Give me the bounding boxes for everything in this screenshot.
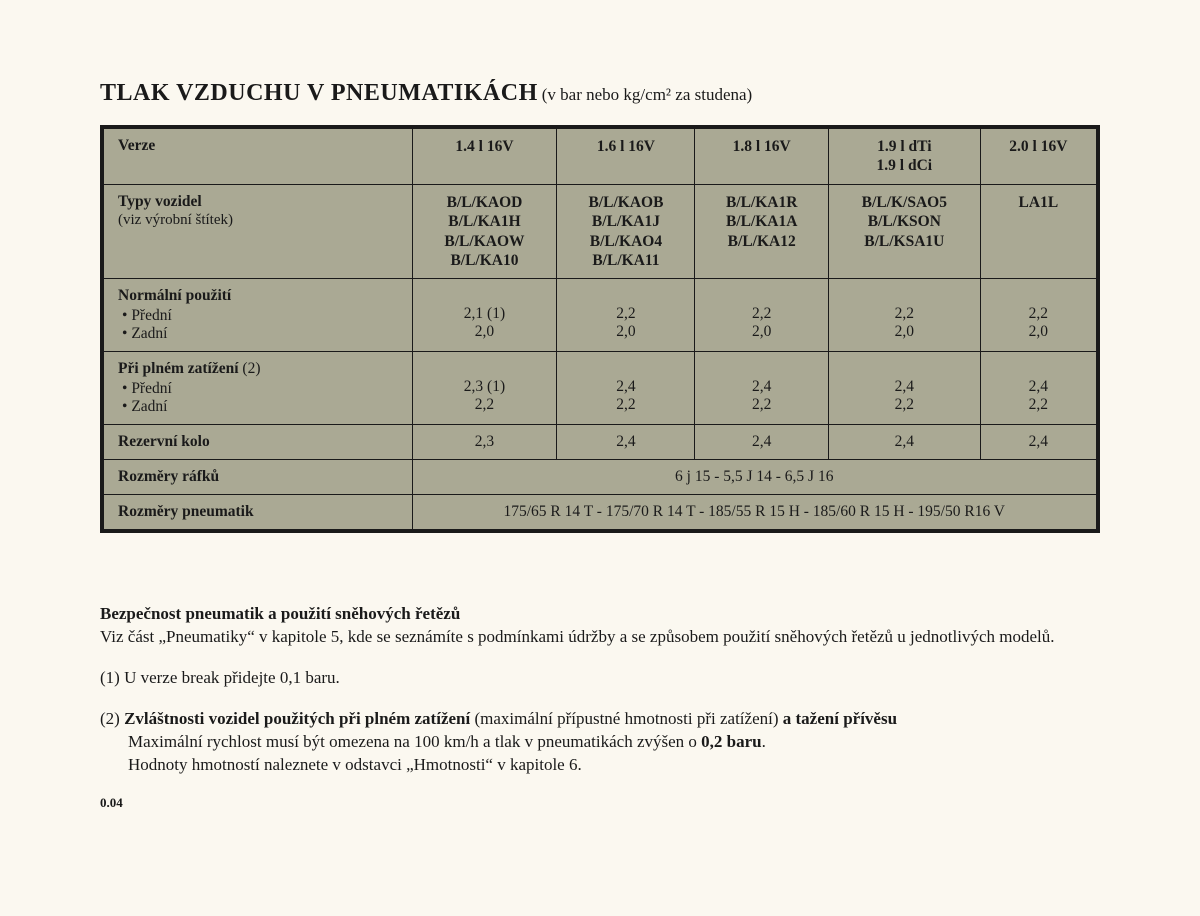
page-number: 0.04 [100, 795, 1100, 811]
header-col: 1.8 l 16V [695, 127, 828, 184]
normal-use-label: Normální použití [118, 287, 231, 304]
note2-line2a: Maximální rychlost musí být omezena na 1… [128, 732, 701, 751]
footnote-2: (2) Zvláštnosti vozidel použitých při pl… [100, 708, 1100, 777]
tyres-value: 175/65 R 14 T - 175/70 R 14 T - 185/55 R… [412, 495, 1098, 532]
val: 2,1 (1) [464, 305, 505, 322]
val: 2,0 [1029, 323, 1048, 340]
full-rear-label: Zadní [122, 398, 398, 416]
val: 2,2 [616, 305, 635, 322]
note2-bold2: a tažení přívěsu [783, 709, 897, 728]
full-load-label: Při plném zatížení [118, 360, 239, 377]
rim-sizes-row: Rozměry ráfků 6 j 15 - 5,5 J 14 - 6,5 J … [102, 460, 1098, 495]
note2-prefix: (2) [100, 709, 124, 728]
val: 2,4 [557, 425, 695, 460]
val: 2,4 [895, 378, 914, 395]
vehicle-types-cell: B/L/KA1R B/L/KA1A B/L/KA12 [695, 184, 828, 279]
header-col: 2.0 l 16V [980, 127, 1098, 184]
full-load-row: Při plném zatížení (2) Přední Zadní 2,3 … [102, 352, 1098, 425]
rims-label: Rozměry ráfků [102, 460, 412, 495]
normal-use-row: Normální použití Přední Zadní 2,1 (1)2,0… [102, 279, 1098, 352]
val: 2,2 [752, 305, 771, 322]
val: 2,2 [1029, 396, 1048, 413]
vehicle-types-cell: B/L/KAOB B/L/KA1J B/L/KAO4 B/L/KA11 [557, 184, 695, 279]
val: 2,3 [412, 425, 557, 460]
vehicle-types-cell: B/L/KAOD B/L/KA1H B/L/KAOW B/L/KA10 [412, 184, 557, 279]
val: 2,4 [980, 425, 1098, 460]
footnote-1: (1) U verze break přidejte 0,1 baru. [100, 667, 1100, 690]
notes-section: Bezpečnost pneumatik a použití sněhových… [100, 603, 1100, 777]
header-col: 1.4 l 16V [412, 127, 557, 184]
safety-body: Viz část „Pneumatiky“ v kapitole 5, kde … [100, 627, 1055, 646]
val: 2,3 (1) [464, 378, 505, 395]
note2-line3: Hodnoty hmotností naleznete v odstavci „… [128, 755, 582, 774]
page-title: TLAK VZDUCHU V PNEUMATIKÁCH (v bar nebo … [100, 80, 1100, 107]
val: 2,4 [695, 425, 828, 460]
rims-value: 6 j 15 - 5,5 J 14 - 6,5 J 16 [412, 460, 1098, 495]
tire-pressure-table: Verze 1.4 l 16V 1.6 l 16V 1.8 l 16V 1.9 … [100, 125, 1100, 533]
val: 2,0 [475, 323, 494, 340]
header-version-label: Verze [102, 127, 412, 184]
val: 2,2 [475, 396, 494, 413]
val: 2,2 [895, 305, 914, 322]
full-front-label: Přední [122, 380, 398, 398]
vehicle-types-cell: LA1L [980, 184, 1098, 279]
note2-line2b: 0,2 baru [701, 732, 761, 751]
vehicle-types-row: Typy vozidel (viz výrobní štítek) B/L/KA… [102, 184, 1098, 279]
val: 2,0 [895, 323, 914, 340]
vehicle-types-cell: B/L/K/SAO5 B/L/KSON B/L/KSA1U [828, 184, 980, 279]
vehicle-types-label: Typy vozidel [118, 193, 202, 210]
spare-wheel-row: Rezervní kolo 2,3 2,4 2,4 2,4 2,4 [102, 425, 1098, 460]
val: 2,4 [1029, 378, 1048, 395]
normal-rear-label: Zadní [122, 325, 398, 343]
vehicle-types-sublabel: (viz výrobní štítek) [118, 212, 233, 228]
note2-bold1: Zvláštnosti vozidel použitých při plném … [124, 709, 474, 728]
val: 2,2 [752, 396, 771, 413]
title-main: TLAK VZDUCHU V PNEUMATIKÁCH [100, 80, 538, 106]
safety-title: Bezpečnost pneumatik a použití sněhových… [100, 604, 460, 623]
val: 2,0 [616, 323, 635, 340]
full-load-note: (2) [242, 360, 260, 377]
normal-front-label: Přední [122, 307, 398, 325]
val: 2,2 [895, 396, 914, 413]
table-header-row: Verze 1.4 l 16V 1.6 l 16V 1.8 l 16V 1.9 … [102, 127, 1098, 184]
note2-line2c: . [762, 732, 766, 751]
val: 2,2 [1029, 305, 1048, 322]
tyre-sizes-row: Rozměry pneumatik 175/65 R 14 T - 175/70… [102, 495, 1098, 532]
header-col: 1.9 l dTi 1.9 l dCi [828, 127, 980, 184]
val: 2,4 [752, 378, 771, 395]
val: 2,4 [616, 378, 635, 395]
header-col: 1.6 l 16V [557, 127, 695, 184]
spare-label: Rezervní kolo [102, 425, 412, 460]
val: 2,0 [752, 323, 771, 340]
val: 2,2 [616, 396, 635, 413]
note2-mid: (maximální přípustné hmotnosti při zatíž… [474, 709, 782, 728]
title-sub: (v bar nebo kg/cm² za studena) [542, 85, 752, 104]
tyres-label: Rozměry pneumatik [102, 495, 412, 532]
val: 2,4 [828, 425, 980, 460]
